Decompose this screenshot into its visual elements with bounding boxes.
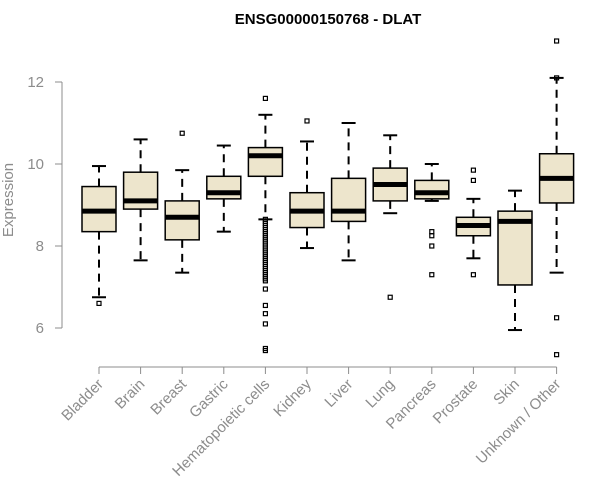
outlier-point: [471, 178, 475, 182]
box: [332, 178, 366, 221]
y-tick-label: 6: [36, 320, 44, 337]
box: [124, 172, 158, 209]
outlier-point: [430, 244, 434, 248]
outlier-point: [430, 273, 434, 277]
box-group: [415, 164, 449, 277]
box-group: [540, 39, 574, 357]
outlier-point: [555, 39, 559, 43]
box-group: [124, 139, 158, 260]
outlier-point: [471, 273, 475, 277]
box-group: [82, 166, 116, 305]
outlier-point: [97, 301, 101, 305]
x-tick-label: Brain: [112, 376, 149, 413]
chart-root: ENSG00000150768 - DLAT 6 8 10 12 Bladder Bra…: [0, 0, 600, 500]
x-tick-label: Bladder: [58, 376, 107, 425]
outlier-point: [180, 131, 184, 135]
outlier-point: [555, 353, 559, 357]
box-group: [456, 168, 490, 277]
outlier-point: [263, 303, 267, 307]
box: [165, 201, 199, 240]
x-tick-label: Liver: [321, 376, 356, 411]
outlier-point: [263, 312, 267, 316]
y-tick-label: 12: [27, 74, 44, 91]
outlier-point: [555, 316, 559, 320]
box: [248, 148, 282, 177]
y-axis: 6 8 10 12: [27, 74, 62, 337]
boxes: [82, 39, 574, 357]
outlier-point: [471, 168, 475, 172]
outlier-point: [388, 295, 392, 299]
x-tick-label: Skin: [490, 376, 523, 409]
outlier-point: [430, 230, 434, 234]
box-group: [373, 135, 407, 299]
y-axis-title: Expression: [0, 163, 17, 237]
box: [415, 180, 449, 198]
outlier-point: [430, 234, 434, 238]
x-tick-label: Kidney: [270, 375, 315, 420]
x-tick-label: Prostate: [430, 376, 482, 428]
box-group: [290, 119, 324, 248]
box-group: [498, 191, 532, 330]
box-group: [165, 131, 199, 272]
x-tick-label: Lung: [362, 376, 398, 412]
outlier-point: [263, 287, 267, 291]
chart-title: ENSG00000150768 - DLAT: [235, 11, 421, 28]
box-group: [207, 146, 241, 232]
box: [207, 176, 241, 199]
box-group: [332, 123, 366, 260]
box-group: [248, 96, 282, 352]
outlier-point: [305, 119, 309, 123]
y-tick-label: 10: [27, 156, 44, 173]
outlier-point: [263, 322, 267, 326]
boxplot-chart: ENSG00000150768 - DLAT 6 8 10 12 Bladder Bra…: [0, 0, 600, 500]
x-tick-label: Breast: [147, 375, 190, 418]
y-tick-label: 8: [36, 238, 44, 255]
outlier-point: [263, 96, 267, 100]
